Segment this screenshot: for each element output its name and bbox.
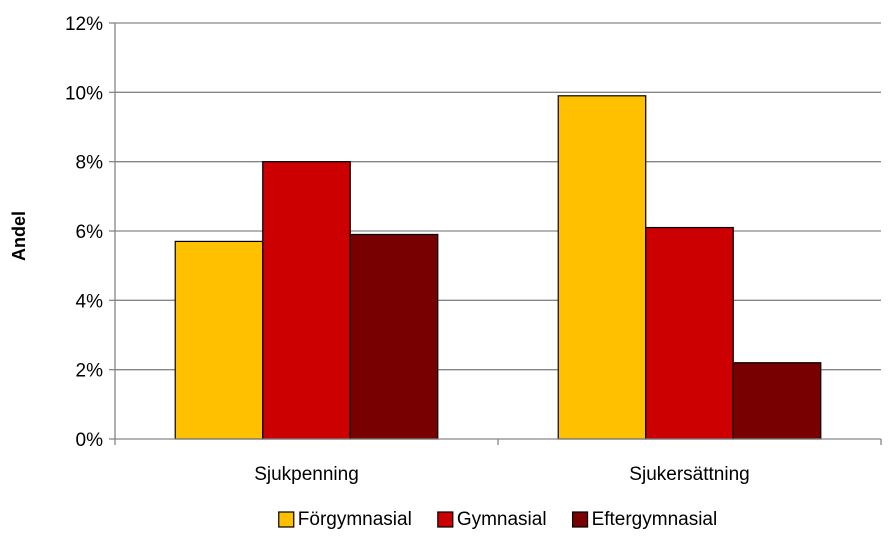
y-tick-label: 8% [76,153,104,174]
legend-label-gymnasial: Gymnasial [457,509,547,530]
legend-label-förgymnasial: Förgymnasial [298,509,412,530]
legend-label-eftergymnasial: Eftergymnasial [592,509,718,530]
legend-swatch-eftergymnasial [571,511,589,528]
y-tick-label: 4% [76,291,104,312]
axes [114,23,881,440]
bar-förgymnasial-sjukpenning [174,240,264,440]
y-tick-label: 6% [76,222,104,243]
x-category-label: Sjukersättning [629,464,749,485]
legend: Förgymnasial Gymnasial Eftergymnasial [278,509,718,530]
y-tick-label: 10% [65,83,103,104]
y-tick-label: 2% [76,361,104,382]
legend-swatch-förgymnasial [278,511,295,528]
bar-eftergymnasial-sjukersättning [732,362,822,440]
y-axis-title: Andel [9,211,29,261]
x-category-labels: Sjukpenning Sjukersättning [254,464,750,485]
bars [174,95,822,440]
x-category-label: Sjukpenning [254,464,359,485]
bar-eftergymnasial-sjukpenning [349,233,439,440]
bar-gymnasial-sjukersättning [645,226,734,440]
y-tick-label: 12% [65,14,103,35]
y-tick-labels: 0% 2% 4% 6% 8% 10% 12% [65,14,103,451]
bar-förgymnasial-sjukersättning [557,95,647,440]
legend-swatch-gymnasial [437,511,454,528]
y-tick-label: 0% [76,430,104,451]
bar-gymnasial-sjukpenning [262,161,351,440]
